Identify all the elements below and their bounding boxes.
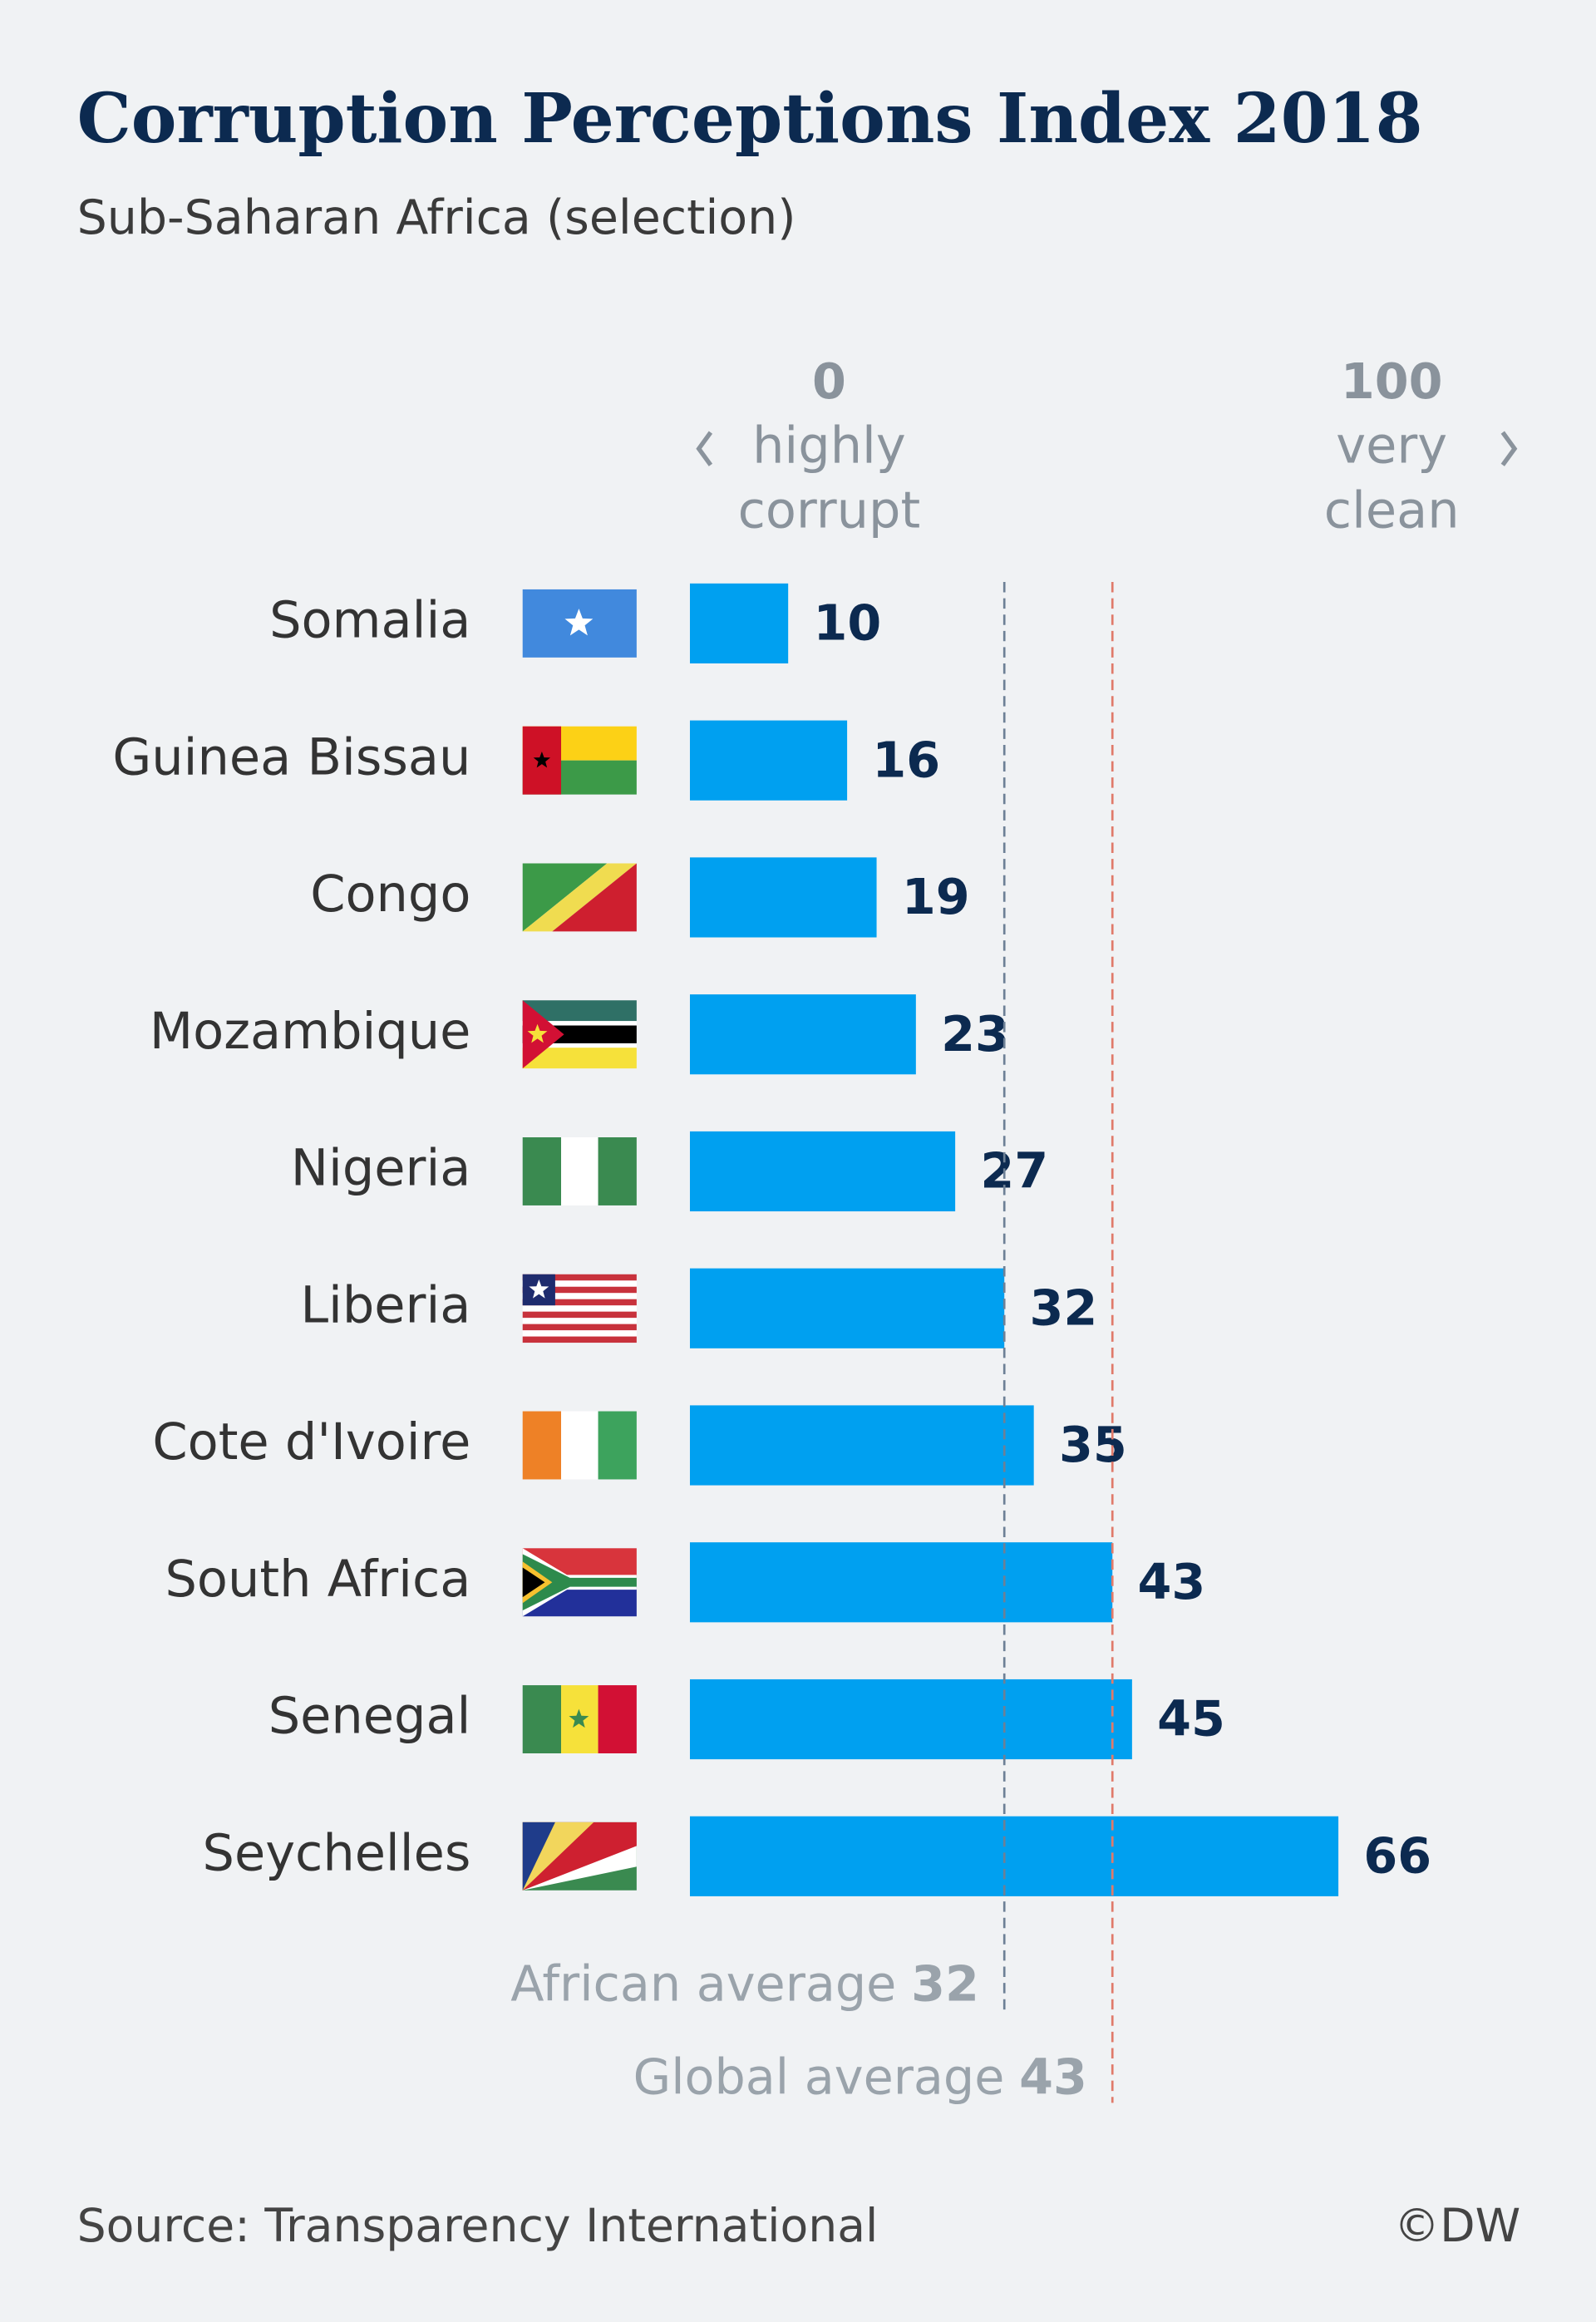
value-label: 43: [1138, 1553, 1206, 1610]
y-tick-label: Cote d'Ivoire: [152, 1413, 470, 1472]
reference-label: African average 32: [510, 1955, 979, 2013]
bar: [689, 857, 877, 938]
scale-low-value: 0: [812, 352, 846, 410]
bar: [689, 1131, 956, 1212]
flag-part: [598, 1137, 637, 1205]
value-label: 23: [941, 1005, 1009, 1062]
flag-part: [522, 863, 637, 932]
chevron-left: [696, 431, 713, 466]
y-tick-label: Mozambique: [150, 1003, 470, 1061]
flag: [522, 1411, 637, 1480]
y-tick-label: Senegal: [268, 1688, 471, 1746]
flag-part: [564, 609, 594, 636]
flag: [522, 863, 637, 932]
bar: [689, 1268, 1005, 1348]
flag-part: [522, 1685, 562, 1753]
flag-part: [522, 1336, 637, 1343]
flag-part: [522, 1299, 637, 1306]
flag: [522, 589, 637, 658]
flag-part: [529, 1279, 549, 1299]
flag-part: [522, 1311, 637, 1319]
bar: [689, 720, 848, 801]
flag-part: [522, 1324, 637, 1331]
y-tick-label: Seychelles: [203, 1824, 471, 1882]
reference-value: 32: [911, 1955, 979, 2013]
chevron-right: [1500, 431, 1518, 466]
bar: [689, 1816, 1339, 1896]
reference-label: Global average 43: [633, 2048, 1087, 2106]
bar: [689, 994, 916, 1075]
flag: [522, 1137, 637, 1205]
flag-part: [522, 1822, 555, 1891]
scale-high-label: clean: [1324, 482, 1460, 540]
flag: [522, 726, 637, 795]
flag: [522, 1548, 637, 1617]
flag-part: [569, 1708, 589, 1728]
value-label: 32: [1029, 1279, 1097, 1336]
flag: [522, 1274, 637, 1343]
value-label: 27: [980, 1142, 1048, 1200]
y-tick-label: South Africa: [165, 1550, 470, 1609]
credit: ©DW: [1394, 2200, 1520, 2253]
flag: [522, 1000, 637, 1069]
flag-part: [598, 1685, 637, 1753]
value-label: 45: [1157, 1690, 1225, 1748]
bar: [689, 583, 789, 663]
flag-part: [522, 1286, 637, 1294]
flag-part: [522, 1274, 637, 1281]
reference-name: Global average: [633, 2048, 1005, 2106]
flag-part: [522, 1000, 564, 1069]
chart-title: Corruption Perceptions Index 2018: [77, 79, 1423, 159]
source: Source: Transparency International: [77, 2200, 879, 2253]
y-tick-label: Liberia: [300, 1276, 470, 1334]
flag-part: [522, 1567, 545, 1598]
y-tick-label: Guinea Bissau: [112, 728, 470, 786]
y-tick-label: Somalia: [269, 591, 470, 649]
scale-low-label: corrupt: [738, 482, 921, 540]
value-label: 35: [1059, 1416, 1127, 1473]
flag-part: [561, 1411, 598, 1480]
flag-part: [561, 1137, 598, 1205]
flag-part: [522, 1137, 562, 1205]
bar: [689, 1542, 1113, 1623]
scale-low-label: highly: [752, 417, 906, 475]
reference-value: 43: [1019, 2048, 1087, 2106]
scale-high-value: 100: [1341, 352, 1443, 410]
reference-name: African average: [510, 1955, 896, 2013]
value-label: 16: [872, 731, 940, 788]
bar: [689, 1405, 1034, 1486]
value-label: 66: [1363, 1827, 1431, 1884]
flag: [522, 1685, 637, 1753]
flag-part: [522, 1411, 562, 1480]
flag-part: [522, 1554, 637, 1611]
flag-part: [527, 1023, 548, 1043]
scale-high-label: very: [1336, 417, 1447, 475]
y-tick-label: Congo: [310, 865, 470, 924]
flag-part: [598, 1411, 637, 1480]
flag: [522, 1822, 637, 1891]
value-label: 19: [902, 868, 970, 925]
chart-subtitle: Sub-Saharan Africa (selection): [77, 190, 796, 245]
flag-part: [533, 751, 551, 768]
y-tick-label: Nigeria: [291, 1140, 471, 1198]
bar: [689, 1679, 1132, 1760]
value-label: 10: [813, 594, 881, 652]
